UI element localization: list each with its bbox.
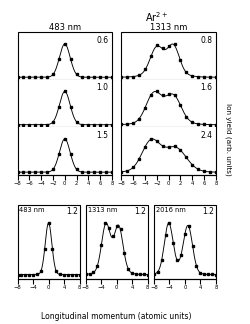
Title: 483 nm: 483 nm <box>48 23 80 32</box>
Text: 1.2: 1.2 <box>66 207 77 216</box>
Text: Ion yield (arb. units): Ion yield (arb. units) <box>224 103 231 176</box>
Text: 1.2: 1.2 <box>201 207 213 216</box>
Text: 1.6: 1.6 <box>199 83 211 92</box>
Text: 2016 nm: 2016 nm <box>155 207 185 213</box>
Text: 2.4: 2.4 <box>199 131 211 140</box>
Text: Longitudinal momentum (atomic units): Longitudinal momentum (atomic units) <box>41 312 191 321</box>
Text: 483 nm: 483 nm <box>19 207 45 213</box>
Text: 1.0: 1.0 <box>96 83 108 92</box>
Text: 1.2: 1.2 <box>134 207 145 216</box>
Text: 0.6: 0.6 <box>96 36 108 45</box>
Title: 1313 nm: 1313 nm <box>149 23 186 32</box>
Text: Ar$^{2+}$: Ar$^{2+}$ <box>145 10 168 24</box>
Text: 0.8: 0.8 <box>199 36 211 45</box>
Text: 1.5: 1.5 <box>96 131 108 140</box>
Text: 1313 nm: 1313 nm <box>87 207 117 213</box>
